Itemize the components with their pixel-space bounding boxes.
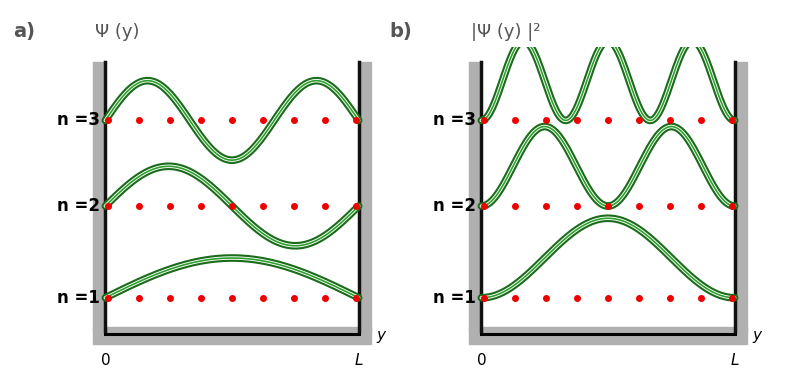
Text: n =1: n =1 <box>58 289 100 307</box>
Text: n =1: n =1 <box>434 289 476 307</box>
Text: L: L <box>730 353 739 368</box>
Text: 0: 0 <box>101 353 110 368</box>
Bar <box>93 62 106 331</box>
Text: 0: 0 <box>477 353 486 368</box>
Text: n =3: n =3 <box>58 111 100 129</box>
Text: y: y <box>376 328 386 343</box>
Text: Ψ (y): Ψ (y) <box>95 23 140 41</box>
Text: a): a) <box>13 22 35 41</box>
Bar <box>734 62 747 331</box>
Text: L: L <box>354 353 363 368</box>
Bar <box>93 327 371 344</box>
Text: |Ψ (y) |²: |Ψ (y) |² <box>471 23 541 41</box>
Text: y: y <box>752 328 762 343</box>
Bar <box>469 62 482 331</box>
Text: n =3: n =3 <box>434 111 476 129</box>
Text: n =2: n =2 <box>434 197 476 215</box>
Text: n =2: n =2 <box>58 197 100 215</box>
Bar <box>358 62 371 331</box>
Text: b): b) <box>389 22 412 41</box>
Bar <box>469 327 747 344</box>
